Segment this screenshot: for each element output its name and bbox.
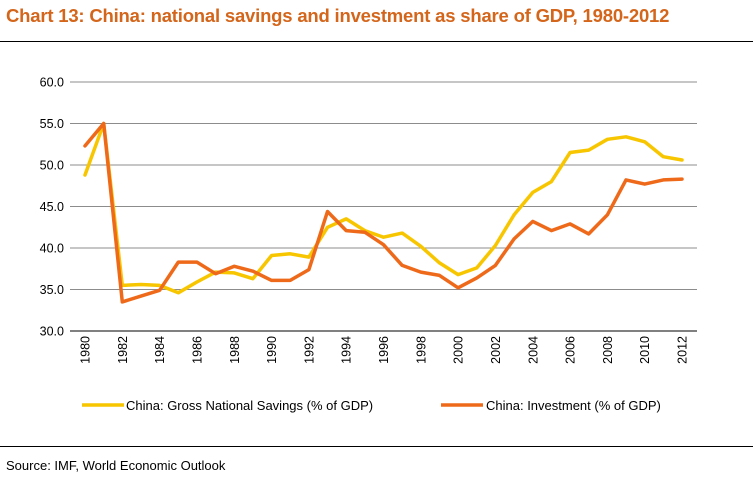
x-tick-label: 1988	[228, 336, 242, 364]
x-tick-label: 1994	[340, 336, 354, 364]
x-tick-label: 2000	[452, 336, 466, 364]
x-tick-label: 1996	[377, 336, 391, 364]
y-tick-label: 40.0	[40, 242, 64, 256]
x-tick-label: 1998	[414, 336, 428, 364]
legend-label: China: Investment (% of GDP)	[486, 398, 661, 413]
series-lines	[83, 121, 684, 304]
x-tick-label: 1990	[265, 336, 279, 364]
chart-title: Chart 13: China: national savings and in…	[6, 5, 670, 26]
y-tick-label: 45.0	[40, 200, 64, 214]
top-divider	[0, 41, 753, 42]
x-tick-label: 2008	[601, 336, 615, 364]
legend-label: China: Gross National Savings (% of GDP)	[126, 398, 373, 413]
legend: China: Gross National Savings (% of GDP)…	[82, 398, 661, 413]
x-tick-label: 2002	[489, 336, 503, 364]
x-tick-label: 1986	[190, 336, 204, 364]
x-tick-label: 1992	[302, 336, 316, 364]
line-chart: 30.035.040.045.050.055.060.0 1980 1982 198…	[40, 76, 697, 413]
x-tick-label: 1984	[153, 336, 167, 364]
x-tick-label: 2012	[676, 336, 690, 364]
gridlines	[70, 81, 697, 290]
y-tick-label: 50.0	[40, 159, 64, 173]
y-tick-label: 60.0	[40, 76, 64, 90]
x-tick-label: 1982	[116, 336, 130, 364]
y-tick-label: 55.0	[40, 117, 64, 131]
y-axis-tick-labels: 30.0 35.0 40.0 45.0 50.0 55.0 60.0	[40, 76, 64, 339]
investment-line	[83, 121, 684, 304]
x-tick-label: 2010	[638, 336, 652, 364]
source-note: Source: IMF, World Economic Outlook	[6, 458, 226, 473]
x-axis-tick-labels: 1980 1982 1984 1986 1988 1990 1992 1994 1996 1998…	[79, 336, 690, 364]
x-tick-label: 1980	[79, 336, 93, 364]
savings-line	[83, 121, 684, 295]
bottom-divider	[0, 446, 753, 447]
y-tick-label: 35.0	[40, 283, 64, 297]
y-tick-label: 30.0	[40, 325, 64, 339]
x-tick-label: 2004	[526, 336, 540, 364]
legend-item-investment: China: Investment (% of GDP)	[441, 398, 661, 413]
legend-item-savings: China: Gross National Savings (% of GDP)	[82, 398, 373, 413]
x-tick-label: 2006	[564, 336, 578, 364]
